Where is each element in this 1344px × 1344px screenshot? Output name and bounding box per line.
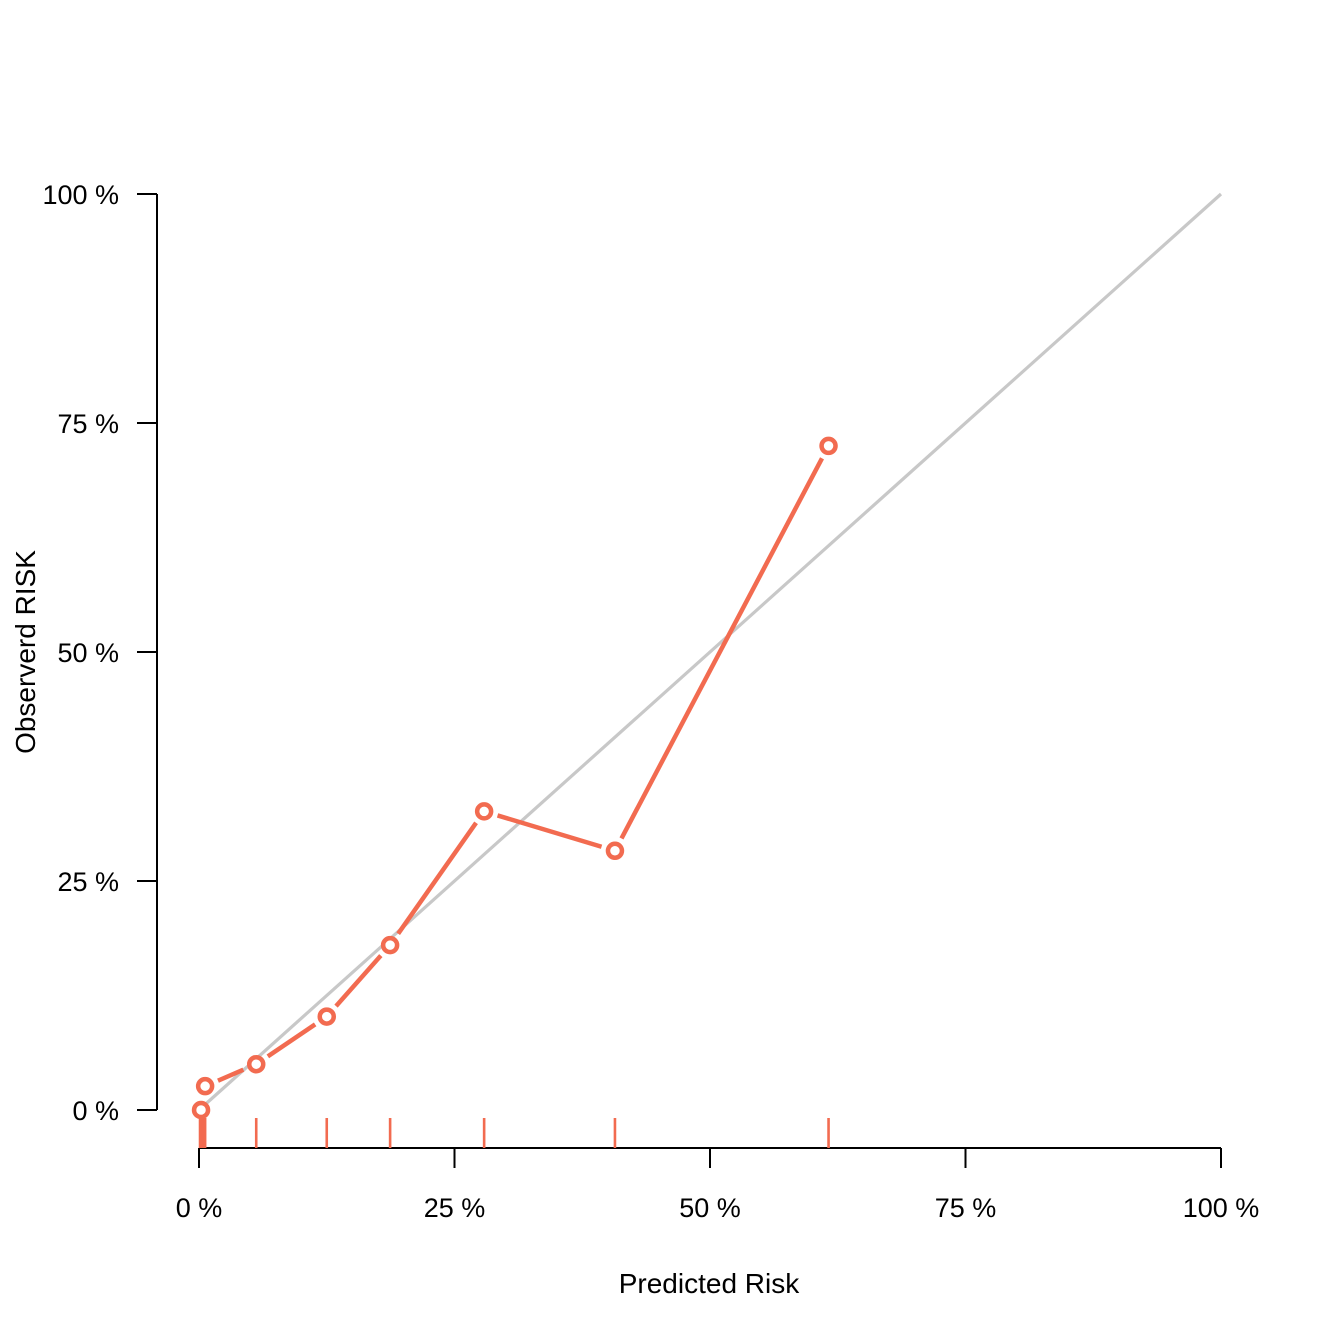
series-segment bbox=[396, 821, 478, 935]
data-point bbox=[380, 935, 400, 955]
series-layer bbox=[217, 457, 825, 1083]
x-tick-label: 0 % bbox=[176, 1193, 223, 1223]
y-tick-label: 25 % bbox=[57, 867, 119, 897]
series-segment bbox=[496, 813, 603, 849]
y-axis-title: Observerd RISK bbox=[10, 550, 41, 754]
x-tick-label: 75 % bbox=[935, 1193, 997, 1223]
rug-layer bbox=[198, 1118, 830, 1148]
y-tick-label: 0 % bbox=[72, 1096, 119, 1126]
y-tick-label: 100 % bbox=[42, 180, 119, 210]
y-tick-label: 50 % bbox=[57, 638, 119, 668]
series-segment bbox=[619, 457, 825, 840]
point-layer bbox=[191, 436, 838, 1120]
x-axis: 0 % 25 % 50 % 75 % 100 % bbox=[176, 1147, 1260, 1223]
series-segment bbox=[334, 954, 383, 1008]
x-tick-label: 25 % bbox=[424, 1193, 486, 1223]
data-point bbox=[317, 1007, 336, 1026]
data-point bbox=[246, 1054, 266, 1074]
data-point bbox=[605, 841, 625, 861]
series-segment bbox=[217, 1067, 245, 1083]
data-point bbox=[195, 1076, 215, 1096]
x-axis-title: Predicted Risk bbox=[619, 1268, 801, 1299]
series-segment bbox=[266, 1022, 317, 1059]
y-tick-label: 75 % bbox=[57, 409, 119, 439]
reference-layer bbox=[197, 192, 1223, 1112]
y-axis: 0 % 25 % 50 % 75 % 100 % bbox=[42, 180, 158, 1126]
data-point bbox=[191, 1100, 211, 1120]
data-point bbox=[474, 802, 494, 821]
x-tick-label: 100 % bbox=[1183, 1193, 1260, 1223]
reference-diagonal-line bbox=[197, 192, 1223, 1112]
x-tick-label: 50 % bbox=[679, 1193, 741, 1223]
data-point bbox=[819, 436, 838, 456]
